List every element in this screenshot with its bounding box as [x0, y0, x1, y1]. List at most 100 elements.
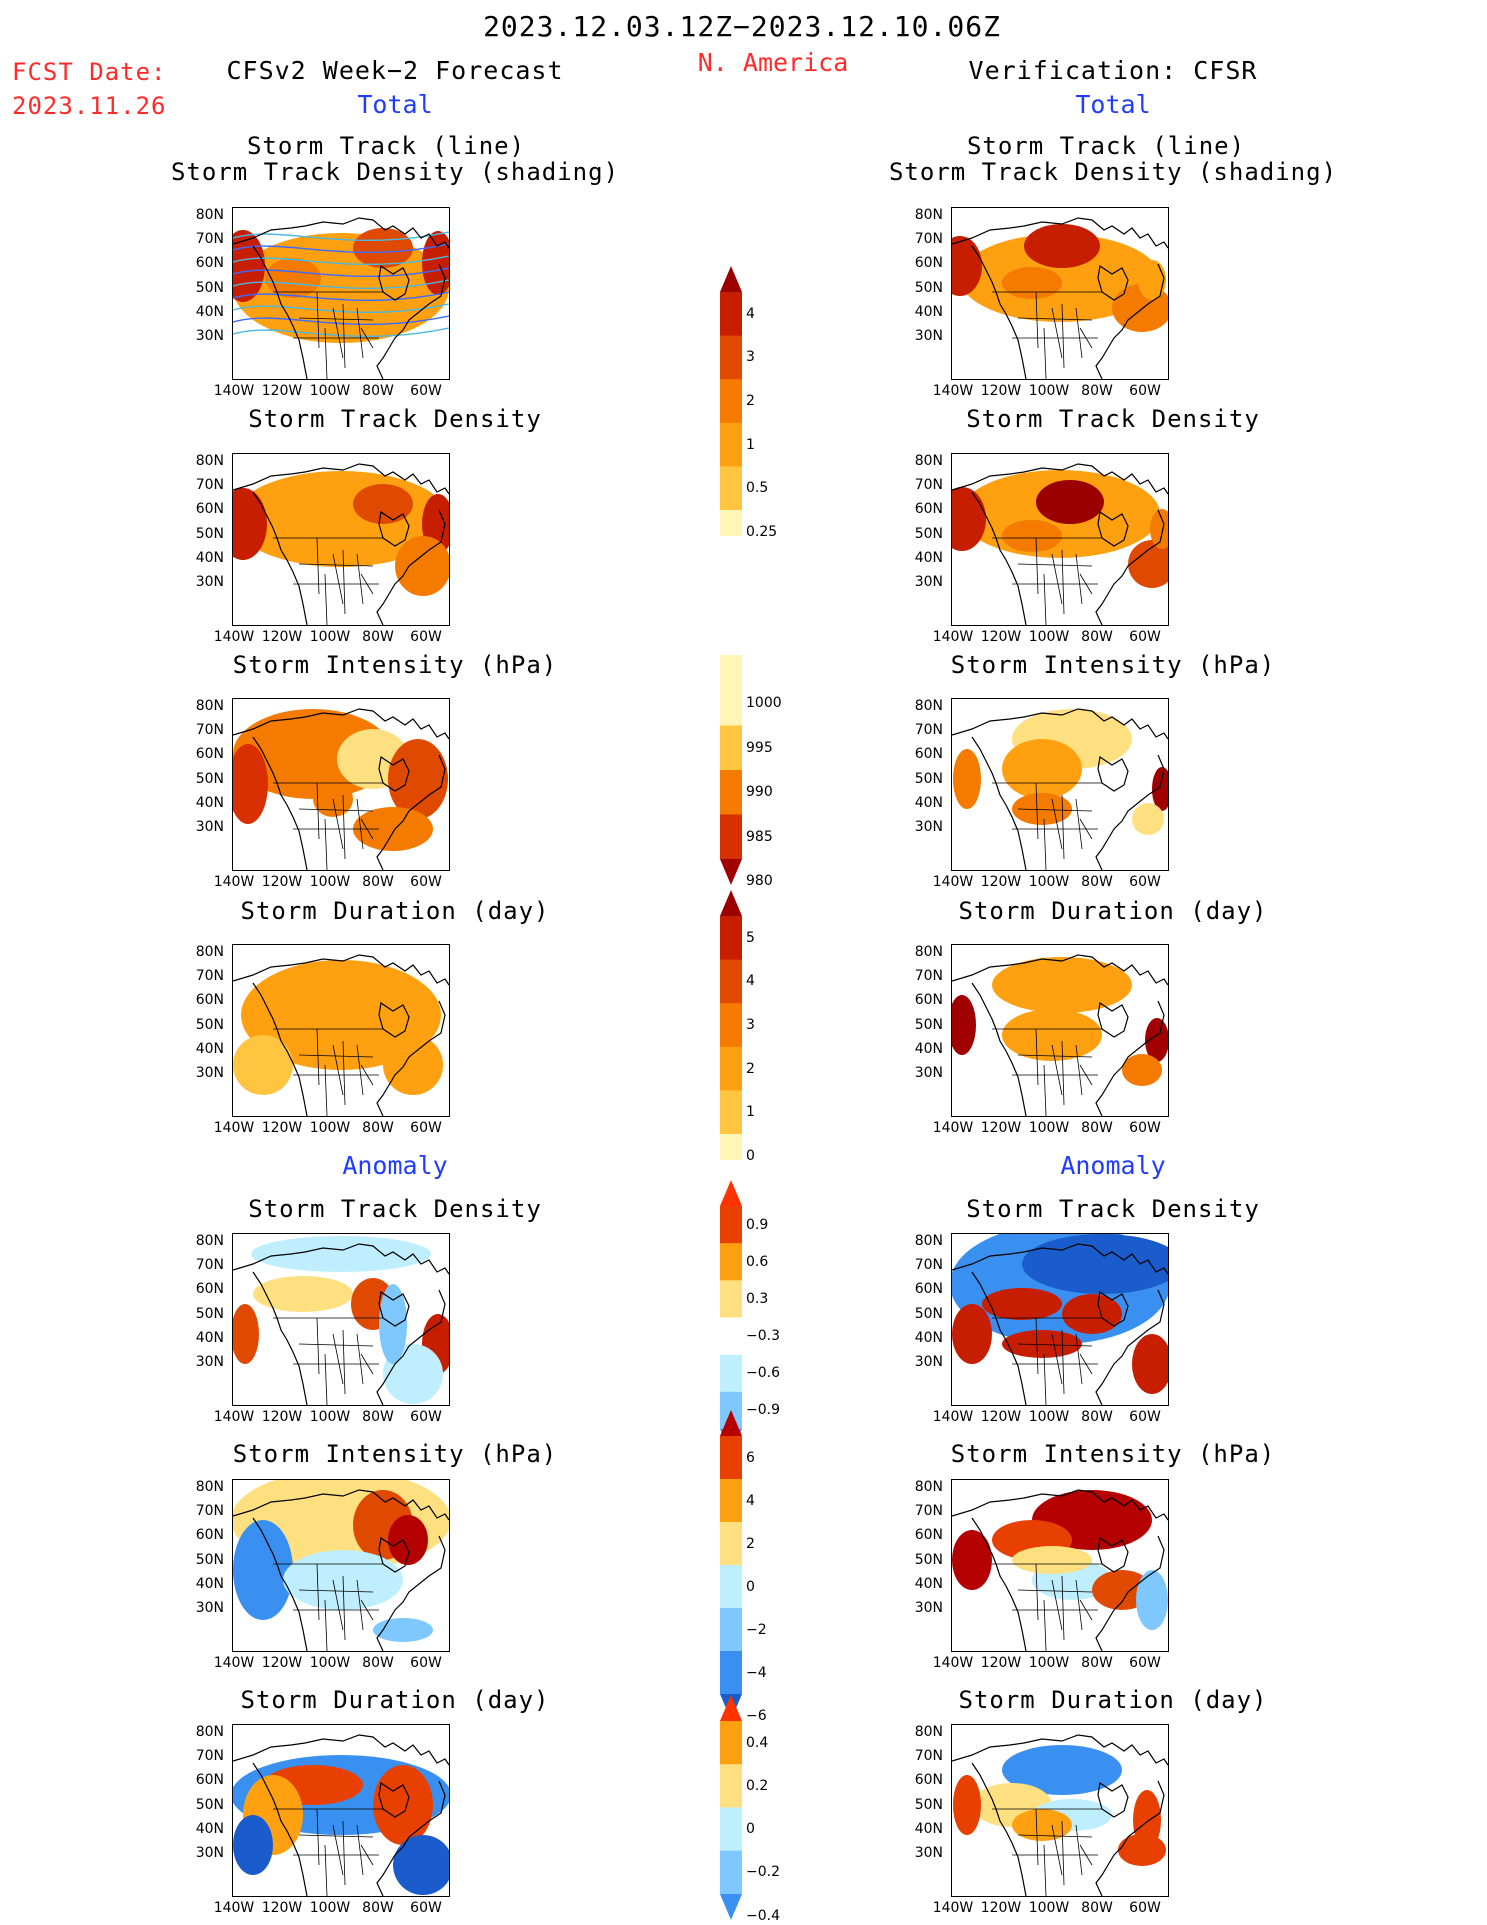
- colorbar-swatch: [720, 1565, 742, 1609]
- lat-tick-label: 60N: [914, 255, 943, 272]
- lon-tick-label: 140W: [213, 629, 255, 645]
- right-duration-title: Storm Duration (day): [958, 897, 1268, 925]
- lon-tick-label: 100W: [309, 1120, 351, 1136]
- political-borders: [273, 782, 383, 870]
- colorbar-swatch: [720, 1651, 742, 1695]
- left-density-title: Storm Track Density: [248, 405, 542, 433]
- colorbar-swatch: [720, 1354, 742, 1393]
- colorbar-swatch: [720, 1180, 742, 1206]
- lat-tick-label: 80N: [195, 1479, 224, 1495]
- map-plot-area: [232, 1724, 450, 1897]
- lat-tick-label: 50N: [914, 1796, 943, 1813]
- shading-region: [1012, 793, 1072, 825]
- lat-tick-label: 70N: [914, 1257, 943, 1274]
- lat-tick-label: 60N: [914, 501, 943, 518]
- lon-tick-label: 120W: [261, 629, 303, 645]
- colorbar-swatch: [720, 266, 742, 292]
- map-svg: [233, 954, 449, 1116]
- lat-tick-label: 60N: [195, 1772, 224, 1789]
- lat-tick-label: 70N: [195, 1748, 224, 1765]
- coastline: [233, 217, 449, 379]
- map-plot-area: [232, 1479, 450, 1652]
- lat-tick-label: 40N: [195, 1329, 224, 1346]
- colorbar-tick-label: 0: [746, 1578, 755, 1595]
- colorbar-swatch: [720, 1090, 742, 1135]
- lon-tick-label: 120W: [980, 1655, 1022, 1671]
- lat-tick-label: 30N: [914, 574, 943, 590]
- lon-tick-label: 60W: [410, 874, 442, 890]
- shading-region: [251, 1236, 431, 1272]
- shading-region: [952, 1530, 992, 1590]
- lat-tick-label: 30N: [195, 1600, 224, 1616]
- political-borders: [273, 291, 383, 379]
- map-plot-area: [951, 453, 1169, 626]
- lon-tick-label: 60W: [1129, 1900, 1161, 1916]
- lon-tick-label: 100W: [309, 1655, 351, 1671]
- lat-tick-label: 50N: [914, 279, 943, 296]
- right-intensity-anom-title: Storm Intensity (hPa): [950, 1440, 1276, 1468]
- colorbar-tick-label: 0.25: [746, 523, 778, 540]
- density-colorbar-svg: [720, 266, 742, 555]
- colorbar-tick-label: 0: [746, 1147, 755, 1164]
- lat-tick-label: 60N: [914, 1772, 943, 1789]
- map-plot-area: [951, 1233, 1169, 1406]
- right-anomaly-label: Anomaly: [1060, 1151, 1166, 1180]
- colorbar-swatch: [720, 1317, 742, 1356]
- shading-region: [1002, 267, 1062, 299]
- colorbar-tick-label: 0.4: [746, 1734, 769, 1751]
- lon-tick-label: 60W: [410, 1120, 442, 1136]
- coastline: [952, 708, 1168, 870]
- lat-tick-label: 70N: [914, 1503, 943, 1520]
- lon-tick-label: 100W: [1028, 1120, 1070, 1136]
- map-plot-area: [232, 1233, 450, 1406]
- lat-tick-label: 50N: [195, 1016, 224, 1033]
- coastline: [233, 1243, 449, 1405]
- lat-tick-label: 70N: [914, 968, 943, 985]
- lat-tick-label: 60N: [195, 746, 224, 763]
- lon-tick-label: 80W: [362, 629, 394, 645]
- shading-region: [1118, 1834, 1166, 1866]
- lat-tick-label: 70N: [914, 231, 943, 248]
- map-svg: [952, 217, 1168, 379]
- coastline: [233, 1734, 449, 1896]
- map-svg: [952, 1489, 1168, 1651]
- coastline: [233, 1489, 449, 1651]
- map-plot-area: [232, 944, 450, 1117]
- lat-tick-label: 30N: [195, 1065, 224, 1081]
- lat-tick-label: 70N: [914, 722, 943, 739]
- shading-region: [1062, 1294, 1122, 1334]
- lon-tick-label: 120W: [261, 1409, 303, 1425]
- lat-tick-label: 30N: [914, 1600, 943, 1616]
- colorbar-tick-label: 5: [746, 929, 755, 946]
- date-range-title: 2023.12.03.12Z−2023.12.10.06Z: [483, 10, 1001, 43]
- shading-region: [233, 744, 268, 824]
- map-svg: [952, 463, 1168, 625]
- shading-region: [383, 1035, 443, 1095]
- fcst-date-label: FCST Date:: [12, 58, 167, 86]
- lon-tick-label: 120W: [261, 874, 303, 890]
- colorbar-swatch: [720, 1243, 742, 1281]
- map-plot-area: [951, 207, 1169, 380]
- colorbar-swatch: [720, 1522, 742, 1566]
- lon-tick-label: 120W: [980, 874, 1022, 890]
- right-density-title: Storm Track Density: [966, 405, 1260, 433]
- lon-tick-label: 80W: [1081, 1120, 1113, 1136]
- shading-region: [1012, 1809, 1072, 1841]
- lat-tick-label: 80N: [914, 453, 943, 469]
- left-duration-anom-title: Storm Duration (day): [240, 1686, 550, 1714]
- colorbar-tick-label: 0.2: [746, 1777, 769, 1794]
- lat-tick-label: 70N: [195, 1257, 224, 1274]
- colorbar-swatch: [720, 1436, 742, 1480]
- colorbar-swatch: [720, 890, 742, 916]
- colorbar-swatch: [720, 379, 742, 424]
- lon-tick-label: 60W: [410, 1409, 442, 1425]
- map-svg: [233, 1480, 449, 1651]
- lon-tick-label: 60W: [1129, 1120, 1161, 1136]
- lon-tick-label: 80W: [362, 1655, 394, 1671]
- colorbar-swatch: [720, 814, 742, 860]
- lon-tick-label: 140W: [932, 1655, 974, 1671]
- left-total-label: Total: [357, 90, 433, 119]
- colorbar-tick-label: 990: [746, 784, 773, 801]
- lat-tick-label: 40N: [914, 1040, 943, 1057]
- lat-tick-label: 30N: [195, 1845, 224, 1861]
